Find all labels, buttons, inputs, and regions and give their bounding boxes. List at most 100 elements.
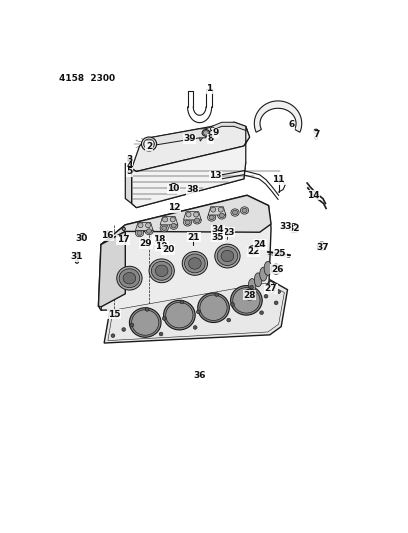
Ellipse shape xyxy=(219,213,224,217)
Ellipse shape xyxy=(149,259,174,282)
Ellipse shape xyxy=(192,234,195,237)
Ellipse shape xyxy=(162,226,167,230)
Text: 38: 38 xyxy=(186,185,199,194)
Ellipse shape xyxy=(319,244,324,248)
Ellipse shape xyxy=(215,293,219,296)
Ellipse shape xyxy=(315,136,317,139)
Ellipse shape xyxy=(137,231,142,235)
Ellipse shape xyxy=(128,157,131,160)
Ellipse shape xyxy=(171,223,176,228)
Ellipse shape xyxy=(170,222,178,229)
Ellipse shape xyxy=(218,207,223,212)
Text: 18: 18 xyxy=(153,235,165,244)
Ellipse shape xyxy=(227,318,231,322)
Ellipse shape xyxy=(240,207,248,214)
Ellipse shape xyxy=(122,228,125,230)
Ellipse shape xyxy=(75,260,78,263)
Text: 10: 10 xyxy=(168,184,180,193)
Ellipse shape xyxy=(162,317,166,320)
Ellipse shape xyxy=(185,220,190,224)
Polygon shape xyxy=(149,129,206,146)
Text: 17: 17 xyxy=(117,235,129,244)
Ellipse shape xyxy=(194,212,199,217)
Text: 33: 33 xyxy=(279,222,292,231)
Ellipse shape xyxy=(193,216,201,224)
Polygon shape xyxy=(160,216,178,225)
Ellipse shape xyxy=(217,212,226,219)
Polygon shape xyxy=(98,231,125,307)
Ellipse shape xyxy=(182,252,208,276)
Text: 8: 8 xyxy=(208,134,214,143)
Polygon shape xyxy=(98,195,271,310)
Ellipse shape xyxy=(151,261,172,280)
Text: 4158  2300: 4158 2300 xyxy=(59,74,115,83)
Ellipse shape xyxy=(231,209,239,216)
Ellipse shape xyxy=(160,242,163,247)
Ellipse shape xyxy=(314,129,318,133)
Ellipse shape xyxy=(209,215,214,220)
Ellipse shape xyxy=(198,293,229,322)
Text: 30: 30 xyxy=(76,235,88,243)
Text: 22: 22 xyxy=(247,247,259,256)
Ellipse shape xyxy=(273,266,279,272)
Text: 37: 37 xyxy=(316,243,328,252)
Polygon shape xyxy=(132,122,250,172)
Text: 31: 31 xyxy=(71,252,83,261)
Ellipse shape xyxy=(264,261,272,276)
Ellipse shape xyxy=(128,163,131,166)
Ellipse shape xyxy=(231,286,262,315)
Ellipse shape xyxy=(291,225,297,231)
Ellipse shape xyxy=(157,236,161,241)
Ellipse shape xyxy=(204,131,208,135)
Text: 2: 2 xyxy=(146,142,152,150)
Ellipse shape xyxy=(259,267,267,281)
Ellipse shape xyxy=(122,328,126,332)
Polygon shape xyxy=(135,222,153,231)
Ellipse shape xyxy=(146,223,151,228)
Text: 36: 36 xyxy=(193,372,206,381)
Text: 19: 19 xyxy=(155,241,168,251)
Text: 34: 34 xyxy=(212,225,224,235)
Ellipse shape xyxy=(166,245,169,250)
Ellipse shape xyxy=(208,214,216,221)
Text: 16: 16 xyxy=(101,231,113,240)
Polygon shape xyxy=(200,122,246,141)
Ellipse shape xyxy=(186,212,191,217)
Text: 14: 14 xyxy=(307,191,320,200)
Text: 28: 28 xyxy=(243,291,256,300)
Polygon shape xyxy=(132,126,250,207)
Ellipse shape xyxy=(200,295,227,320)
Ellipse shape xyxy=(164,301,195,330)
Text: 12: 12 xyxy=(168,203,181,212)
Ellipse shape xyxy=(138,223,143,228)
Ellipse shape xyxy=(250,285,253,289)
Ellipse shape xyxy=(135,229,144,237)
Ellipse shape xyxy=(155,265,168,277)
Ellipse shape xyxy=(145,308,149,311)
Ellipse shape xyxy=(180,300,184,304)
Text: 15: 15 xyxy=(108,310,120,319)
Ellipse shape xyxy=(211,207,216,212)
Polygon shape xyxy=(104,279,288,343)
Ellipse shape xyxy=(231,303,234,306)
Ellipse shape xyxy=(264,294,268,298)
Ellipse shape xyxy=(114,314,118,318)
Text: 6: 6 xyxy=(288,120,295,129)
Ellipse shape xyxy=(146,229,151,233)
Polygon shape xyxy=(125,163,132,204)
Ellipse shape xyxy=(197,310,200,314)
Ellipse shape xyxy=(195,218,200,223)
Text: 5: 5 xyxy=(126,167,133,176)
Text: 13: 13 xyxy=(209,171,222,180)
Ellipse shape xyxy=(130,323,134,327)
Ellipse shape xyxy=(233,288,260,313)
Ellipse shape xyxy=(254,273,262,287)
Text: 11: 11 xyxy=(273,175,285,184)
Ellipse shape xyxy=(145,227,153,235)
Ellipse shape xyxy=(166,302,193,328)
Ellipse shape xyxy=(111,334,115,337)
Text: 1: 1 xyxy=(206,84,212,93)
Ellipse shape xyxy=(160,224,169,232)
Ellipse shape xyxy=(159,332,163,336)
Ellipse shape xyxy=(184,219,192,226)
